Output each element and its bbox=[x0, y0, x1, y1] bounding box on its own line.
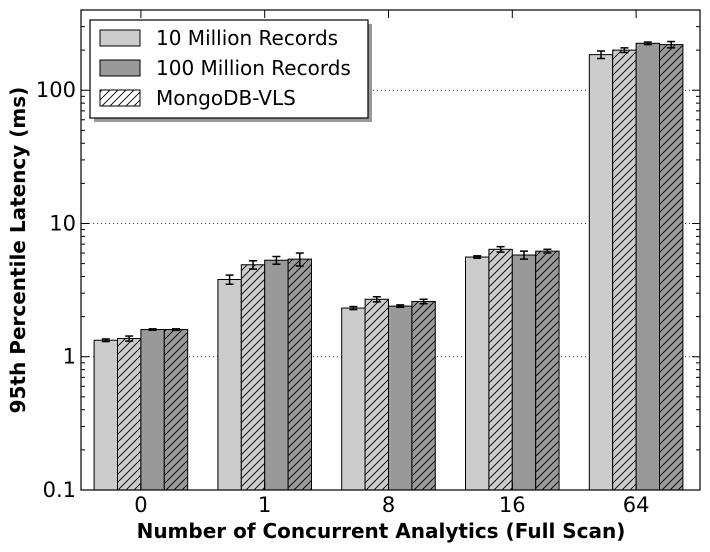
legend: 10 Million Records 100 Million Records Mon… bbox=[89, 19, 372, 122]
bar-hatch bbox=[612, 50, 637, 490]
bar-hatch bbox=[535, 251, 560, 490]
bar bbox=[217, 278, 242, 491]
bar bbox=[511, 254, 537, 491]
bar bbox=[140, 329, 165, 491]
x-tick-label: 8 bbox=[382, 493, 395, 517]
y-axis-title: 95th Percentile Latency (ms) bbox=[6, 87, 30, 414]
legend-label: MongoDB-VLS bbox=[156, 86, 296, 110]
y-tick-label: 10 bbox=[49, 211, 76, 235]
bar bbox=[264, 259, 289, 491]
x-tick-label: 0 bbox=[134, 493, 147, 517]
bar bbox=[388, 305, 413, 491]
y-tick-label: 100 bbox=[36, 78, 76, 102]
bar bbox=[635, 42, 660, 491]
y-tick-label: 1 bbox=[63, 345, 76, 369]
bar-hatch bbox=[365, 299, 389, 490]
bar bbox=[341, 307, 366, 491]
bar-hatch bbox=[164, 329, 188, 490]
x-axis-title: Number of Concurrent Analytics (Full Sca… bbox=[137, 519, 626, 543]
bar-hatch bbox=[659, 44, 683, 490]
bar-hatch bbox=[241, 264, 265, 490]
legend-swatch bbox=[99, 29, 141, 47]
x-tick-label: 16 bbox=[499, 493, 526, 517]
bar-hatch bbox=[488, 249, 513, 490]
legend-swatch-hatch bbox=[100, 90, 140, 106]
bar-hatch bbox=[288, 259, 312, 490]
bar-hatch bbox=[117, 338, 141, 490]
bar-hatch bbox=[411, 301, 436, 490]
bar bbox=[93, 339, 118, 491]
legend-label: 10 Million Records bbox=[156, 26, 338, 50]
bar bbox=[465, 256, 490, 491]
y-tick-label: 0.1 bbox=[43, 478, 76, 502]
bar bbox=[588, 54, 614, 491]
x-tick-label: 1 bbox=[258, 493, 271, 517]
bars bbox=[93, 40, 684, 491]
legend-swatch bbox=[99, 59, 141, 77]
plot-frame bbox=[80, 9, 701, 491]
legend-label: 100 Million Records bbox=[156, 56, 351, 80]
axes: 0.1 1 10 100 0 1 8 16 64 bbox=[36, 9, 701, 517]
x-tick-label: 64 bbox=[623, 493, 650, 517]
